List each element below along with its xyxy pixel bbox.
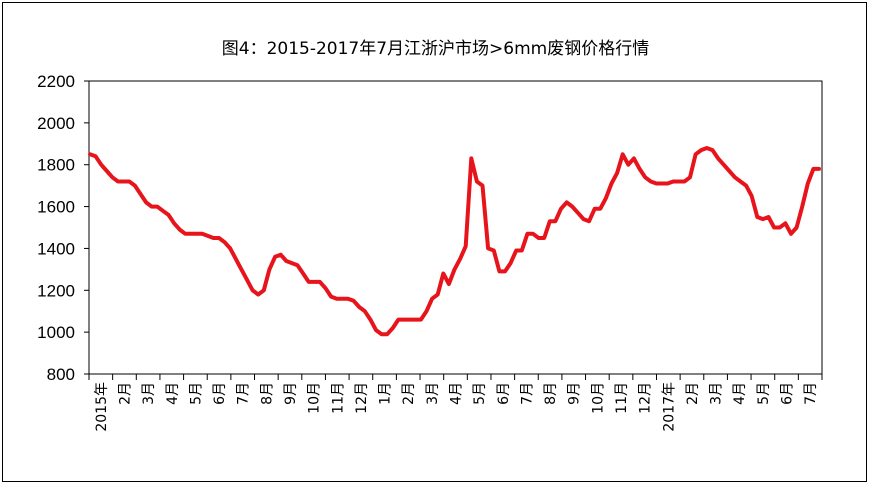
x-tick-label: 3月	[709, 382, 725, 405]
x-tick-label: 6月	[780, 382, 796, 405]
y-tick-label: 1800	[37, 156, 75, 175]
x-tick-label: 2月	[117, 382, 133, 405]
x-tick-label: 5月	[188, 382, 204, 405]
y-tick-label: 1400	[37, 239, 75, 258]
y-tick-label: 2000	[37, 114, 75, 133]
x-tick-label: 8月	[259, 382, 275, 405]
x-tick-label: 4月	[449, 382, 465, 405]
x-tick-label: 7月	[803, 382, 819, 405]
x-tick-label: 4月	[732, 382, 748, 405]
x-tick-label: 11月	[614, 382, 630, 414]
x-tick-label: 2月	[685, 382, 701, 405]
x-tick-label: 9月	[283, 382, 299, 405]
y-tick-label: 1000	[37, 323, 75, 342]
x-tick-label: 2015年	[94, 382, 110, 432]
plot-area-border	[88, 80, 823, 375]
y-tick-label: 800	[47, 365, 75, 384]
x-tick-label: 2月	[401, 382, 417, 405]
x-tick-label: 10月	[307, 382, 323, 414]
x-tick-label: 8月	[543, 382, 559, 405]
x-tick-label: 12月	[354, 382, 370, 414]
x-tick-label: 9月	[567, 382, 583, 405]
x-tick-label: 10月	[590, 382, 606, 414]
x-tick-label: 1月	[378, 382, 394, 405]
x-tick-label: 3月	[141, 382, 157, 405]
y-tick-label: 1200	[37, 281, 75, 300]
x-tick-label: 3月	[425, 382, 441, 405]
x-tick-label: 5月	[472, 382, 488, 405]
y-tick-label: 1600	[37, 198, 75, 217]
x-tick-label: 11月	[330, 382, 346, 414]
x-tick-label: 12月	[638, 382, 654, 414]
x-tick-label: 7月	[519, 382, 535, 405]
x-tick-label: 2017年	[661, 382, 677, 432]
chart-title: 图4：2015-2017年7月江浙沪市场>6mm废钢价格行情	[221, 39, 650, 59]
x-tick-label: 7月	[236, 382, 252, 405]
y-tick-label: 2200	[37, 72, 75, 91]
x-tick-label: 5月	[756, 382, 772, 405]
price-line-series	[88, 146, 821, 337]
x-tick-label: 4月	[165, 382, 181, 405]
x-tick-label: 6月	[212, 382, 228, 405]
x-tick-label: 6月	[496, 382, 512, 405]
